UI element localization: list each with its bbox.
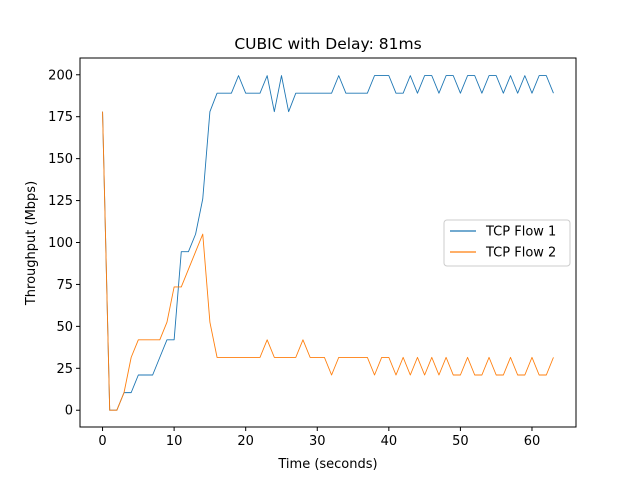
- y-tick-label: 0: [65, 404, 73, 419]
- x-tick-label: 50: [452, 434, 469, 449]
- x-tick-label: 60: [524, 434, 541, 449]
- x-tick-label: 20: [237, 434, 254, 449]
- y-tick-label: 100: [48, 236, 73, 251]
- legend: TCP Flow 1 TCP Flow 2: [443, 219, 571, 267]
- y-tick-label: 150: [48, 152, 73, 167]
- y-tick-label: 25: [56, 362, 73, 377]
- y-axis-title: Throughput (Mbps): [24, 181, 39, 306]
- y-tick-label: 75: [56, 278, 73, 293]
- y-tick-label: 200: [48, 68, 73, 83]
- series-line-2: [102, 111, 554, 411]
- x-axis-ticks: 0 10 20 30 40 50 60: [98, 427, 540, 449]
- y-tick-label: 50: [56, 320, 73, 335]
- y-tick-label: 125: [48, 194, 73, 209]
- series-line-1: [102, 75, 554, 411]
- x-tick-label: 0: [98, 434, 106, 449]
- x-tick-label: 30: [309, 434, 326, 449]
- legend-label-1: TCP Flow 1: [485, 225, 556, 240]
- y-axis-ticks: 0 25 50 75 100 125 150 175 200: [48, 68, 80, 419]
- y-tick-label: 175: [48, 110, 73, 125]
- chart-title: CUBIC with Delay: 81ms: [234, 35, 421, 53]
- x-axis-title: Time (seconds): [277, 457, 377, 472]
- x-tick-label: 40: [381, 434, 398, 449]
- legend-label-2: TCP Flow 2: [485, 246, 556, 261]
- x-tick-label: 10: [166, 434, 183, 449]
